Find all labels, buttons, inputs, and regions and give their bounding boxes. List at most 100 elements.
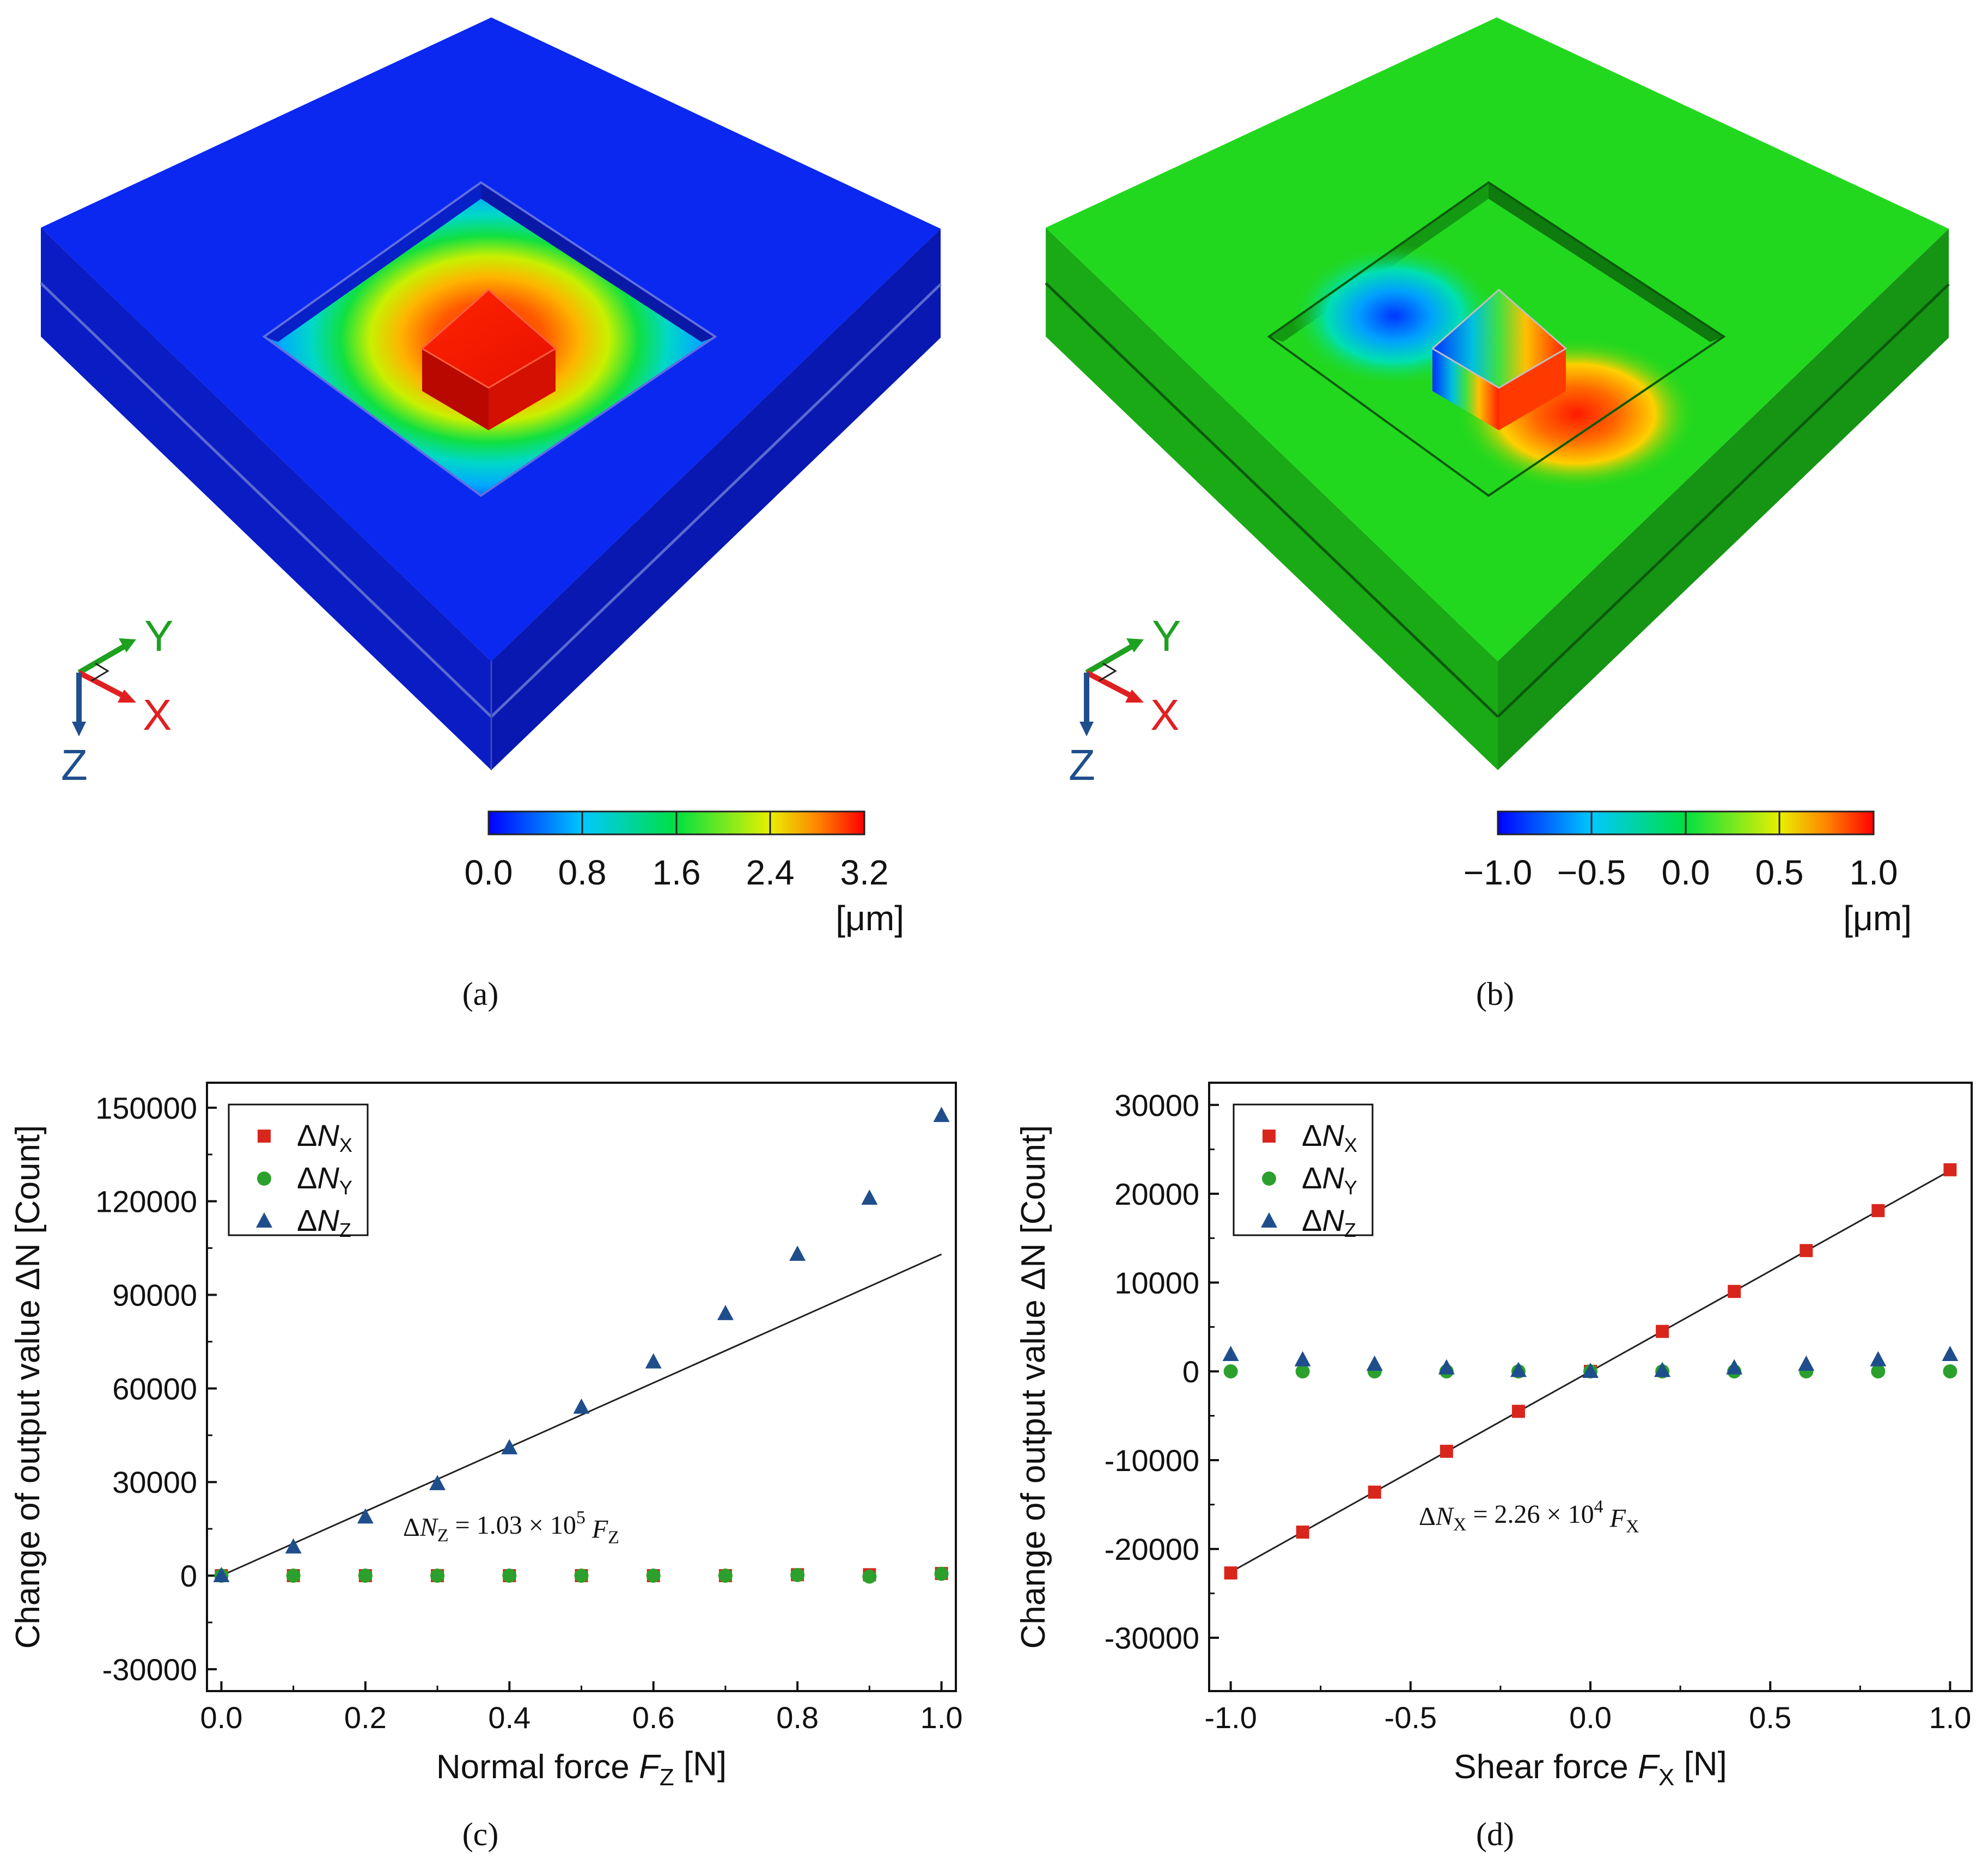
colorbar-b: −1.0 −0.5 0.0 0.5 1.0 [μm] bbox=[1463, 810, 1912, 938]
y-tick-label: 150000 bbox=[95, 1091, 197, 1125]
data-point bbox=[286, 1569, 301, 1583]
data-point bbox=[934, 1566, 949, 1581]
y-tick-label: 0 bbox=[180, 1559, 197, 1593]
data-point bbox=[1510, 1362, 1527, 1377]
y-tick-label: -10000 bbox=[1105, 1443, 1199, 1478]
pocket-a-wall-back-left bbox=[264, 182, 481, 342]
x-tick-label: 0.0 bbox=[1569, 1700, 1612, 1735]
pocket-b-wall-back-right bbox=[1489, 182, 1724, 342]
y-tick-label: 30000 bbox=[112, 1465, 197, 1499]
data-point bbox=[1726, 1359, 1743, 1375]
triad-b-y-arrow bbox=[1085, 640, 1140, 675]
post-a-right-face bbox=[489, 349, 556, 430]
legend-box bbox=[1233, 1103, 1374, 1236]
colorbar-a-tick: 1.6 bbox=[652, 853, 701, 892]
legend-marker bbox=[257, 1171, 271, 1186]
axis-triad-a: Y X Z bbox=[61, 612, 173, 789]
legend-marker bbox=[1263, 1130, 1276, 1143]
fit-equation: ΔNZ​ = 1.03 × 105​ FZ​ bbox=[403, 1508, 619, 1548]
data-point bbox=[861, 1189, 878, 1205]
x-axis-title: Shear force FX​ [N] bbox=[1454, 1746, 1727, 1791]
data-point bbox=[574, 1569, 589, 1583]
y-tick-label: 60000 bbox=[112, 1371, 197, 1406]
series-dn-z bbox=[1222, 1345, 1959, 1378]
data-point bbox=[1223, 1364, 1238, 1378]
x-tick-label: 0.5 bbox=[1749, 1700, 1791, 1735]
triad-b-z-label: Z bbox=[1069, 741, 1095, 789]
data-point bbox=[1656, 1325, 1669, 1338]
data-point bbox=[933, 1107, 950, 1122]
chart-d: -1.0 -0.5 0.0 0.5 1.0 -30000 -20000 -10000 0 1000… bbox=[1015, 1082, 1973, 1791]
data-point bbox=[1511, 1405, 1525, 1418]
triad-a-x-arrow bbox=[77, 670, 130, 701]
colorbar-a: 0.0 0.8 1.6 2.4 3.2 [μm] bbox=[465, 810, 904, 938]
x-tick-label: 1.0 bbox=[920, 1700, 963, 1735]
triad-b-x-label: X bbox=[1150, 691, 1179, 739]
block-a-layer-line bbox=[490, 283, 942, 718]
data-point bbox=[717, 1304, 734, 1320]
legend-label: ΔNZ​ bbox=[1302, 1203, 1356, 1241]
panel-label-d: (d) bbox=[1476, 1816, 1514, 1852]
y-axis-title: Change of output value ΔN [Count] bbox=[9, 1125, 47, 1649]
data-point bbox=[1366, 1355, 1383, 1371]
colorbar-a-unit: [μm] bbox=[836, 899, 904, 938]
triad-a-x-label: X bbox=[143, 691, 172, 739]
data-point bbox=[358, 1569, 373, 1583]
data-point bbox=[646, 1569, 661, 1583]
y-tick-label: 0 bbox=[1182, 1354, 1199, 1389]
data-point bbox=[1222, 1345, 1239, 1361]
legend-marker bbox=[258, 1130, 271, 1143]
data-point bbox=[1368, 1485, 1381, 1499]
y-tick-label: 120000 bbox=[95, 1185, 197, 1219]
y-tick-label: 10000 bbox=[1114, 1266, 1199, 1300]
x-tick-label: 0.0 bbox=[200, 1700, 243, 1735]
x-tick-label: -1.0 bbox=[1204, 1700, 1257, 1735]
data-point bbox=[790, 1567, 805, 1582]
axis-triad-b: Y X Z bbox=[1069, 612, 1181, 789]
x-axis-title: Normal force FZ​ [N] bbox=[436, 1746, 727, 1791]
legend-label: ΔNX​ bbox=[297, 1118, 352, 1156]
data-point bbox=[1224, 1566, 1237, 1580]
legend-label: ΔNY​ bbox=[297, 1161, 352, 1199]
pocket-a-rim bbox=[262, 181, 717, 497]
data-point bbox=[357, 1508, 374, 1524]
post-b-left-face bbox=[1432, 349, 1499, 430]
pocket-b-rim bbox=[1267, 181, 1726, 497]
legend: ΔNX​ ΔNY​ ΔNZ​ bbox=[228, 1103, 369, 1241]
x-tick-label: 0.6 bbox=[632, 1700, 675, 1735]
legend-label: ΔNY​ bbox=[1302, 1161, 1357, 1199]
colorbar-a-tick: 0.8 bbox=[558, 853, 607, 892]
panel-b-model bbox=[1045, 17, 1950, 770]
data-point bbox=[1943, 1163, 1957, 1176]
pocket-a-wall-back-right bbox=[481, 182, 715, 342]
triad-a-y-arrowhead bbox=[119, 638, 136, 652]
triad-b-y-label: Y bbox=[1152, 612, 1181, 660]
data-point bbox=[285, 1538, 302, 1554]
data-point bbox=[1438, 1359, 1455, 1375]
series-dn-y bbox=[214, 1566, 949, 1584]
x-tick-label: 0.2 bbox=[344, 1700, 387, 1735]
panel-label-b: (b) bbox=[1476, 976, 1514, 1012]
colorbar-b-unit: [μm] bbox=[1843, 899, 1912, 938]
data-point bbox=[1296, 1526, 1309, 1539]
legend-box bbox=[228, 1103, 369, 1236]
data-point bbox=[645, 1353, 662, 1369]
panel-label-a: (a) bbox=[462, 976, 499, 1012]
data-point bbox=[1798, 1355, 1815, 1371]
chart-c: 0.0 0.2 0.4 0.6 0.8 1.0 -30000 0 30000 60000 90000… bbox=[9, 1082, 963, 1791]
data-point bbox=[862, 1569, 877, 1584]
post-b-top-face bbox=[1431, 289, 1567, 389]
data-point bbox=[1440, 1444, 1453, 1458]
triad-a-z-label: Z bbox=[61, 741, 88, 789]
colorbar-a-tick: 0.0 bbox=[465, 853, 513, 892]
triad-a-corner bbox=[91, 662, 109, 682]
colorbar-b-tick: −1.0 bbox=[1463, 853, 1532, 892]
colorbar-b-tick: 0.5 bbox=[1755, 853, 1804, 892]
data-point bbox=[1582, 1362, 1599, 1378]
colorbar-b-tick: −0.5 bbox=[1557, 853, 1626, 892]
data-point bbox=[1294, 1351, 1311, 1366]
data-point bbox=[213, 1567, 230, 1583]
y-tick-label: 30000 bbox=[1114, 1088, 1199, 1122]
colorbar-a-tick: 3.2 bbox=[840, 853, 889, 892]
data-point bbox=[1870, 1351, 1887, 1366]
